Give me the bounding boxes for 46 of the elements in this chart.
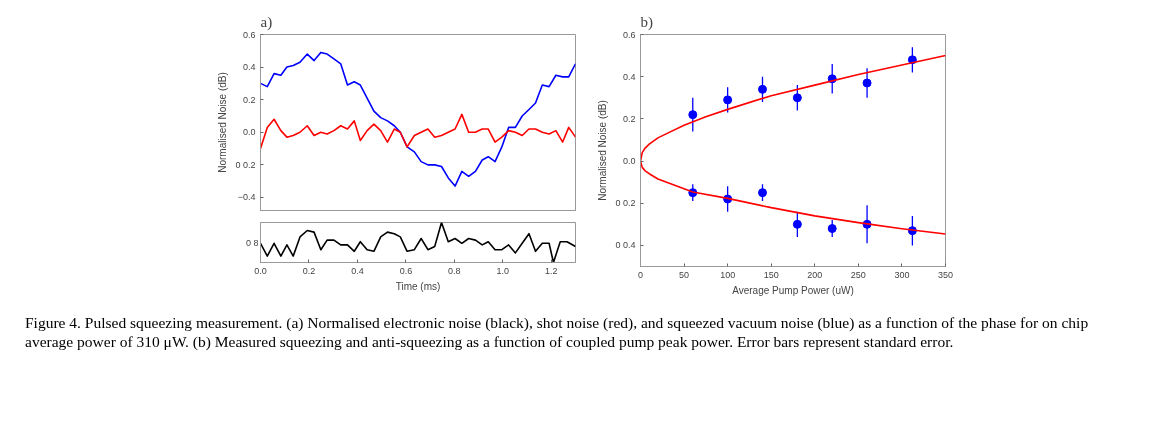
y-tick-label: 0.0: [242, 127, 256, 138]
x-tick-label: 0.2: [302, 265, 316, 276]
x-tick-label: 0.4: [351, 265, 364, 276]
text: 0 8: [245, 237, 259, 248]
x-tick-label: 300: [894, 269, 910, 280]
x-tick-label: 1.0: [496, 265, 510, 276]
x-tick-label: 0.8: [448, 265, 461, 276]
y-tick-label: 0.6: [242, 29, 256, 40]
x-axis-title: Time (ms): [395, 280, 441, 292]
y-tick-label: 0 0.2: [615, 198, 636, 209]
x-tick-label: 0.0: [254, 265, 267, 276]
x-tick-label: 150: [763, 269, 779, 280]
chart-title: a): [260, 13, 273, 31]
chart-title: b): [640, 13, 653, 31]
point: [758, 84, 767, 94]
point: [827, 224, 837, 234]
x-tick-label: 1.2: [545, 265, 558, 276]
y-axis-title: Normalised Noise (dB): [217, 72, 229, 173]
point: [688, 110, 698, 120]
x-tick-label: 0.6: [399, 265, 413, 276]
x-axis-title: Average Pump Power (uW): [732, 284, 854, 296]
line-series: [260, 113, 576, 150]
x-tick-label: 250: [850, 269, 866, 280]
y-tick-label: 0.2: [242, 94, 256, 105]
x-tick-label: 0: [638, 269, 644, 280]
y-tick-label: 0 0.4: [615, 240, 636, 251]
line-series: [640, 54, 946, 235]
y-tick-label: 0.2: [622, 113, 636, 124]
x-tick-label: 100: [720, 269, 736, 280]
point: [758, 188, 767, 198]
x-tick-label: 350: [937, 269, 954, 280]
line-series: [260, 51, 576, 187]
caption: Figure 4. Pulsed squeezing measurement. (a) Normalised electronic noise (black), shot noise (red), and squeezed vacuum noise (blue) as a function of the phase for on chip average power of 310 μW. (b) Measured squeezing and anti-squeezing as a function of coupled pump peak power. Error bars represent standard error.: [25, 313, 1090, 351]
y-tick-label: 0 0.2: [235, 159, 256, 170]
point: [723, 95, 733, 105]
y-tick-label: 0.6: [622, 29, 636, 40]
y-axis-title: Normalised Noise (dB): [597, 100, 609, 201]
point: [792, 219, 802, 229]
point: [792, 93, 802, 103]
x-tick-label: 200: [807, 269, 823, 280]
y-tick-label: 0.4: [242, 62, 256, 73]
y-tick-label: 0.4: [622, 71, 636, 82]
y-tick-label: −0.4: [237, 192, 256, 203]
x-tick-label: 50: [679, 269, 690, 280]
point: [862, 78, 872, 88]
y-tick-label: 0.0: [622, 156, 636, 167]
